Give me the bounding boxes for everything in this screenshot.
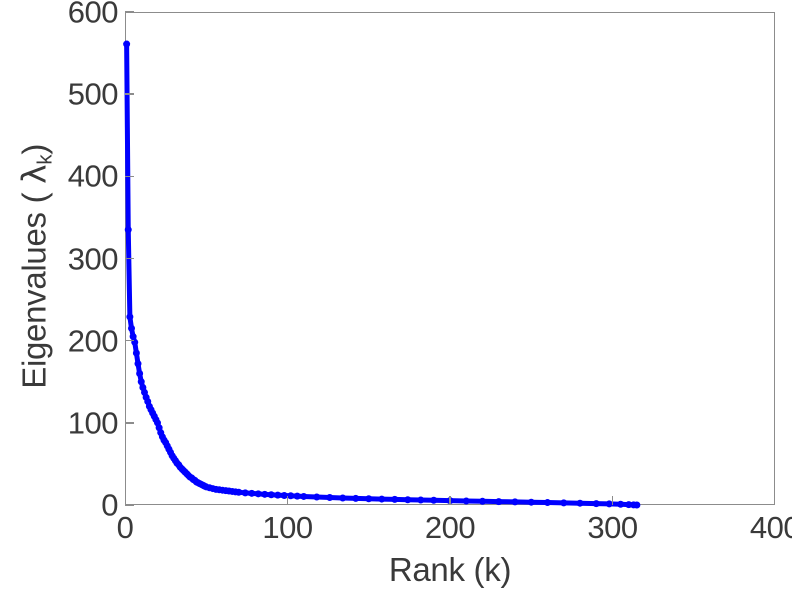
x-tick-mark — [286, 496, 289, 505]
x-axis-title: Rank (k) — [388, 551, 512, 588]
x-tick-label: 0 — [116, 510, 134, 545]
y-tick-mark — [125, 175, 134, 178]
lambda-symbol: λ — [14, 164, 54, 184]
y-tick-mark — [125, 504, 134, 506]
y-tick-mark — [125, 11, 134, 13]
x-tick-label: 200 — [424, 510, 476, 545]
x-tick-label: 300 — [587, 510, 638, 545]
y-tick-mark — [125, 257, 134, 260]
y-tick-label: 0 — [101, 487, 118, 523]
y-axis-title-suffix: ) — [15, 143, 53, 155]
x-tick-mark — [449, 496, 451, 505]
y-tick-label: 500 — [67, 76, 119, 112]
y-tick-label: 100 — [67, 405, 119, 441]
y-tick-label: 600 — [67, 0, 119, 30]
y-tick-mark — [125, 339, 134, 342]
x-tick-label: 100 — [262, 510, 313, 545]
lambda-subscript: k — [33, 154, 57, 165]
y-tick-mark — [125, 93, 134, 95]
plot-area-frame — [125, 12, 775, 505]
x-tick-label: 400 — [749, 510, 792, 545]
y-tick-mark — [125, 422, 134, 424]
y-axis-title-prefix: Eigenvalues ( — [15, 183, 53, 389]
y-tick-label: 300 — [67, 241, 119, 276]
y-tick-label: 200 — [67, 323, 119, 359]
y-tick-label: 400 — [67, 158, 119, 194]
y-axis-title: Eigenvalues ( λk) — [15, 16, 58, 516]
x-tick-mark — [611, 496, 614, 505]
